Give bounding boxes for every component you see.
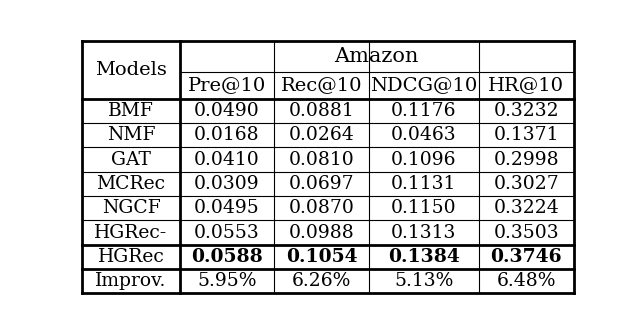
Text: 0.0588: 0.0588 [191,248,263,266]
Text: 0.0881: 0.0881 [289,102,355,120]
Text: 0.0463: 0.0463 [391,126,457,144]
Text: MCRec: MCRec [97,175,166,193]
Text: 0.1176: 0.1176 [391,102,457,120]
Text: Models: Models [95,61,167,79]
Text: HGRec: HGRec [98,248,164,266]
Text: Pre@10: Pre@10 [188,76,266,94]
Text: 0.1150: 0.1150 [391,199,457,217]
Text: GAT: GAT [111,151,151,168]
Text: 6.26%: 6.26% [292,272,351,290]
Text: Rec@10: Rec@10 [281,76,362,94]
Text: 0.0168: 0.0168 [194,126,260,144]
Text: BMF: BMF [108,102,154,120]
Text: 0.1371: 0.1371 [493,126,559,144]
Text: 0.0490: 0.0490 [194,102,260,120]
Text: 0.0264: 0.0264 [289,126,355,144]
Text: 0.0495: 0.0495 [194,199,260,217]
Text: 5.13%: 5.13% [394,272,454,290]
Text: 6.48%: 6.48% [497,272,556,290]
Text: 0.0309: 0.0309 [194,175,260,193]
Text: 0.3027: 0.3027 [493,175,559,193]
Text: 0.0810: 0.0810 [289,151,355,168]
Text: 0.1131: 0.1131 [391,175,456,193]
Text: 0.3503: 0.3503 [493,223,559,242]
Text: 0.3224: 0.3224 [493,199,559,217]
Text: 0.0410: 0.0410 [194,151,260,168]
Text: NGCF: NGCF [102,199,161,217]
Text: HR@10: HR@10 [488,76,564,94]
Text: 0.0988: 0.0988 [289,223,355,242]
Text: 0.3232: 0.3232 [493,102,559,120]
Text: Improv.: Improv. [95,272,167,290]
Text: 0.1054: 0.1054 [286,248,357,266]
Text: 0.0870: 0.0870 [289,199,355,217]
Text: NMF: NMF [107,126,156,144]
Text: 0.0697: 0.0697 [289,175,355,193]
Text: NDCG@10: NDCG@10 [371,76,477,94]
Text: 0.3746: 0.3746 [490,248,562,266]
Text: HGRec-: HGRec- [95,223,168,242]
Text: 0.1096: 0.1096 [391,151,457,168]
Text: 0.1313: 0.1313 [391,223,456,242]
Text: 5.95%: 5.95% [197,272,257,290]
Text: 0.2998: 0.2998 [493,151,559,168]
Text: Amazon: Amazon [335,47,419,66]
Text: 0.0553: 0.0553 [194,223,260,242]
Text: 0.1384: 0.1384 [388,248,460,266]
